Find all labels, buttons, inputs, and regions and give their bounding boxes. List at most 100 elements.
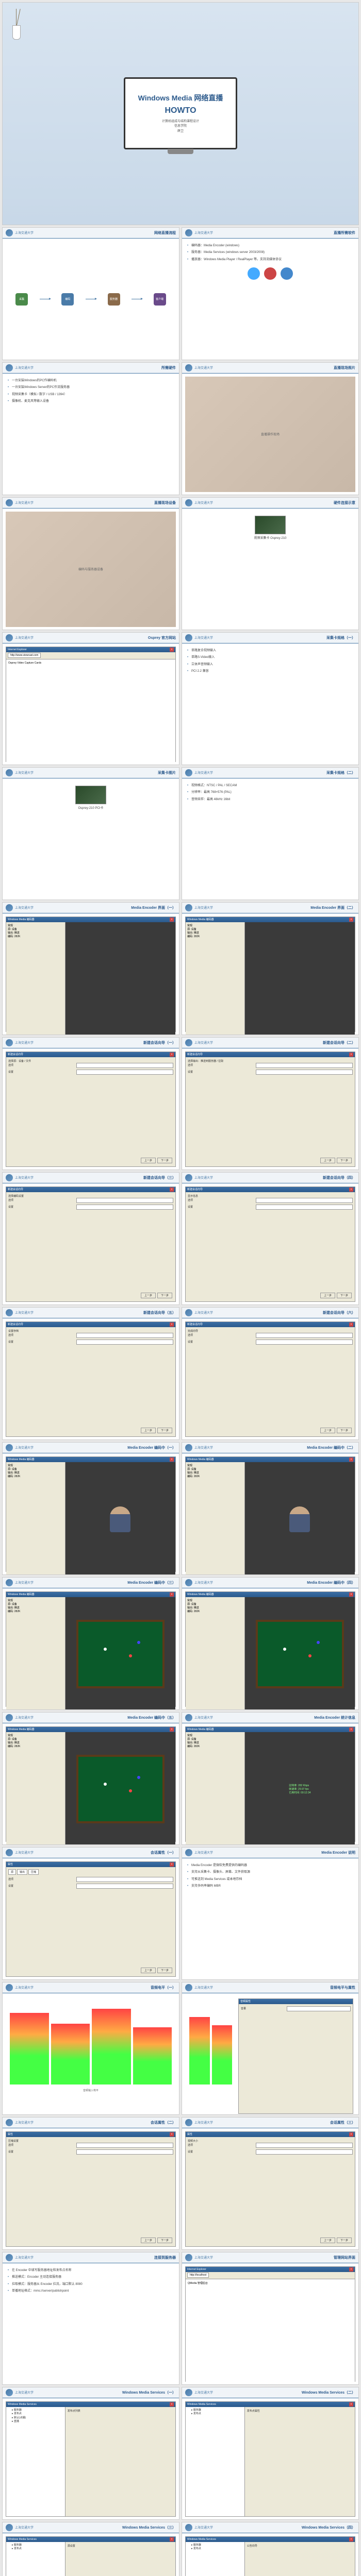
monitor-frame: Windows Media 网络直播 HOWTO 计算机组成与结构课程设计 信息… bbox=[124, 77, 237, 149]
back-button[interactable]: 上一步 bbox=[141, 1428, 156, 1433]
course-name: 计算机组成与结构课程设计 bbox=[162, 120, 199, 125]
back-button[interactable]: 上一步 bbox=[141, 1968, 156, 1973]
next-button[interactable]: 下一步 bbox=[157, 1968, 172, 1973]
close-icon[interactable]: × bbox=[170, 1592, 174, 1597]
tree-item[interactable]: ▸ 服务器 bbox=[8, 2409, 63, 2413]
back-button[interactable]: 上一步 bbox=[320, 1158, 335, 1163]
mmc-tree[interactable]: ▸ 服务器▸ 发布点 bbox=[186, 2542, 245, 2576]
slide-body: Windows Media 编码器× 常规 源: 设备 输出: 推送 编码: 2… bbox=[3, 1723, 179, 1845]
tree-item[interactable]: ▸ 发布点 bbox=[8, 2412, 63, 2416]
close-icon[interactable]: × bbox=[349, 2132, 353, 2137]
slide-title-text: Osprey 官方网站 bbox=[148, 635, 176, 640]
form-input[interactable] bbox=[256, 1333, 353, 1338]
encoder-titlebar: Windows Media 编码器× bbox=[6, 1592, 175, 1597]
tree-item[interactable]: ▸ 直播 bbox=[8, 2420, 63, 2424]
next-button[interactable]: 下一步 bbox=[337, 1158, 352, 1163]
form-input[interactable] bbox=[76, 1063, 173, 1068]
back-button[interactable]: 上一步 bbox=[320, 2238, 335, 2243]
slide-37: 上海交通大学 Windows Media Services（四） Windows… bbox=[182, 2522, 359, 2576]
form-input[interactable] bbox=[256, 1205, 353, 1210]
next-button[interactable]: 下一步 bbox=[157, 1158, 172, 1163]
form-input[interactable] bbox=[76, 1877, 173, 1882]
form-input[interactable] bbox=[76, 1198, 173, 1203]
mmc-window: Windows Media Services× ▸ 服务器▸ 发布点▸ 默认(点… bbox=[6, 2401, 176, 2517]
university-name: 上海交通大学 bbox=[194, 2525, 213, 2530]
mmc-tree[interactable]: ▸ 服务器▸ 发布点 bbox=[186, 2407, 245, 2516]
back-button[interactable]: 上一步 bbox=[141, 2238, 156, 2243]
tree-item[interactable]: ▸ 默认(点播) bbox=[8, 2416, 63, 2420]
back-button[interactable]: 上一步 bbox=[141, 1158, 156, 1163]
close-icon[interactable]: × bbox=[349, 1188, 353, 1192]
form-input[interactable] bbox=[76, 1070, 173, 1075]
tree-item[interactable]: ▸ 服务器 bbox=[187, 2544, 243, 2548]
back-button[interactable]: 上一步 bbox=[320, 1293, 335, 1298]
level-bar bbox=[51, 2024, 90, 2084]
form-input[interactable] bbox=[256, 1063, 353, 1068]
tree-item[interactable]: ▸ 服务器 bbox=[187, 2409, 243, 2413]
close-icon[interactable]: × bbox=[349, 918, 353, 922]
next-button[interactable]: 下一步 bbox=[337, 2238, 352, 2243]
form-label: 选项 bbox=[8, 1877, 74, 1881]
form-input[interactable] bbox=[76, 1205, 173, 1210]
form-input[interactable] bbox=[76, 2143, 173, 2148]
form-input[interactable] bbox=[76, 1333, 173, 1338]
slide-body: 音频属性 音量 bbox=[182, 1993, 358, 2115]
url-bar[interactable]: http://www.viewcast.com bbox=[8, 653, 41, 658]
close-icon[interactable]: × bbox=[170, 1727, 174, 1732]
form-input[interactable] bbox=[256, 1340, 353, 1345]
next-button[interactable]: 下一步 bbox=[337, 1293, 352, 1298]
tree-item[interactable]: ▸ 服务器 bbox=[8, 2544, 63, 2548]
close-icon[interactable]: × bbox=[170, 1323, 174, 1327]
tree-item[interactable]: ▸ 发布点 bbox=[187, 2547, 243, 2551]
next-button[interactable]: 下一步 bbox=[157, 1428, 172, 1433]
mmc-tree[interactable]: ▸ 服务器▸ 发布点▸ 默认(点播)▸ 直播 bbox=[6, 2407, 65, 2516]
slide-14: 上海交通大学 新建会话向导（一） 新建会话向导× 选择源：设备 / 文件 选项 … bbox=[2, 1037, 179, 1170]
panel-label: 常规 bbox=[8, 1464, 63, 1467]
close-icon[interactable]: × bbox=[170, 2402, 174, 2406]
close-icon[interactable]: × bbox=[349, 2537, 353, 2541]
back-button[interactable]: 上一步 bbox=[320, 1428, 335, 1433]
close-icon[interactable]: × bbox=[349, 1727, 353, 1732]
card-caption: Osprey-210 PCI卡 bbox=[8, 806, 174, 811]
video-preview bbox=[65, 1732, 175, 1845]
close-icon[interactable]: × bbox=[170, 1862, 174, 1867]
tab[interactable]: 输出 bbox=[17, 1869, 27, 1875]
form-input[interactable] bbox=[76, 1884, 173, 1889]
url-bar[interactable]: http://localhost bbox=[187, 2273, 209, 2278]
close-icon[interactable]: × bbox=[349, 1323, 353, 1327]
next-button[interactable]: 下一步 bbox=[337, 1428, 352, 1433]
form-input[interactable] bbox=[76, 1340, 173, 1345]
next-button[interactable]: 下一步 bbox=[157, 1293, 172, 1298]
tab[interactable]: 压缩 bbox=[28, 1869, 39, 1875]
close-icon[interactable]: × bbox=[170, 1053, 174, 1057]
close-icon[interactable]: × bbox=[349, 1458, 353, 1462]
tree-item[interactable]: ▸ 发布点 bbox=[187, 2412, 243, 2416]
close-icon[interactable]: × bbox=[170, 1188, 174, 1192]
form-input[interactable] bbox=[256, 2143, 353, 2148]
close-icon[interactable]: × bbox=[349, 1053, 353, 1057]
tab[interactable]: 源 bbox=[8, 1869, 16, 1875]
encoder-panel: 常规 源: 设备 输出: 推送 编码: 282K bbox=[6, 922, 65, 1035]
slide-title-text: 连接到服务器 bbox=[154, 2255, 176, 2260]
form-input[interactable] bbox=[256, 1070, 353, 1075]
slide-title-text: Media Encoder 说明 bbox=[321, 1850, 355, 1855]
bullet-item: 摄像机、麦克风等输入设备 bbox=[8, 399, 174, 404]
slide-body: 编码器：Media Encoder (windows)服务器：Media Ser… bbox=[182, 239, 358, 360]
close-icon[interactable]: × bbox=[170, 2537, 174, 2541]
mmc-tree[interactable]: ▸ 服务器▸ 发布点 bbox=[6, 2542, 65, 2576]
back-button[interactable]: 上一步 bbox=[141, 1293, 156, 1298]
tree-item[interactable]: ▸ 发布点 bbox=[8, 2547, 63, 2551]
close-icon[interactable]: × bbox=[170, 648, 174, 652]
video-preview bbox=[65, 1597, 175, 1710]
panel-label: 源: 设备 bbox=[8, 927, 63, 931]
close-icon[interactable]: × bbox=[170, 1458, 174, 1462]
form-input[interactable] bbox=[76, 2149, 173, 2155]
close-icon[interactable]: × bbox=[349, 1592, 353, 1597]
next-button[interactable]: 下一步 bbox=[157, 2238, 172, 2243]
form-input[interactable] bbox=[256, 1198, 353, 1203]
close-icon[interactable]: × bbox=[170, 918, 174, 922]
close-icon[interactable]: × bbox=[349, 2267, 353, 2272]
close-icon[interactable]: × bbox=[349, 2402, 353, 2406]
form-input[interactable] bbox=[256, 2149, 353, 2155]
close-icon[interactable]: × bbox=[170, 2132, 174, 2137]
